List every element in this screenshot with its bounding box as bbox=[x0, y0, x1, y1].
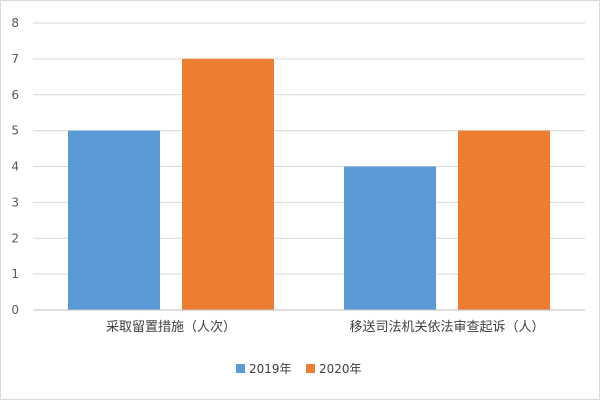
legend-label: 2019年 bbox=[249, 362, 292, 376]
x-category-label: 移送司法机关依法审查起诉（人） bbox=[349, 320, 544, 335]
legend-swatch bbox=[236, 364, 245, 373]
y-tick-label: 6 bbox=[11, 88, 19, 102]
y-tick-label: 3 bbox=[11, 195, 19, 209]
bars bbox=[68, 58, 550, 310]
bar bbox=[182, 58, 274, 310]
y-tick-label: 2 bbox=[11, 231, 19, 245]
y-tick-label: 7 bbox=[11, 52, 19, 66]
legend-label: 2020年 bbox=[319, 362, 362, 376]
bar bbox=[68, 130, 160, 310]
y-tick-label: 4 bbox=[11, 160, 19, 174]
x-axis: 采取留置措施（人次） 移送司法机关依法审查起诉（人） bbox=[33, 309, 585, 335]
y-tick-label: 1 bbox=[11, 267, 19, 281]
bar bbox=[344, 166, 436, 310]
y-tick-label: 0 bbox=[11, 303, 19, 317]
legend-swatch bbox=[306, 364, 315, 373]
y-tick-label: 8 bbox=[11, 16, 19, 30]
bar bbox=[458, 130, 550, 310]
legend: 2019年 2020年 bbox=[236, 362, 362, 376]
y-axis: 0 1 2 3 4 5 6 7 8 bbox=[11, 16, 19, 317]
y-tick-label: 5 bbox=[11, 124, 19, 138]
x-category-label: 采取留置措施（人次） bbox=[106, 319, 236, 335]
